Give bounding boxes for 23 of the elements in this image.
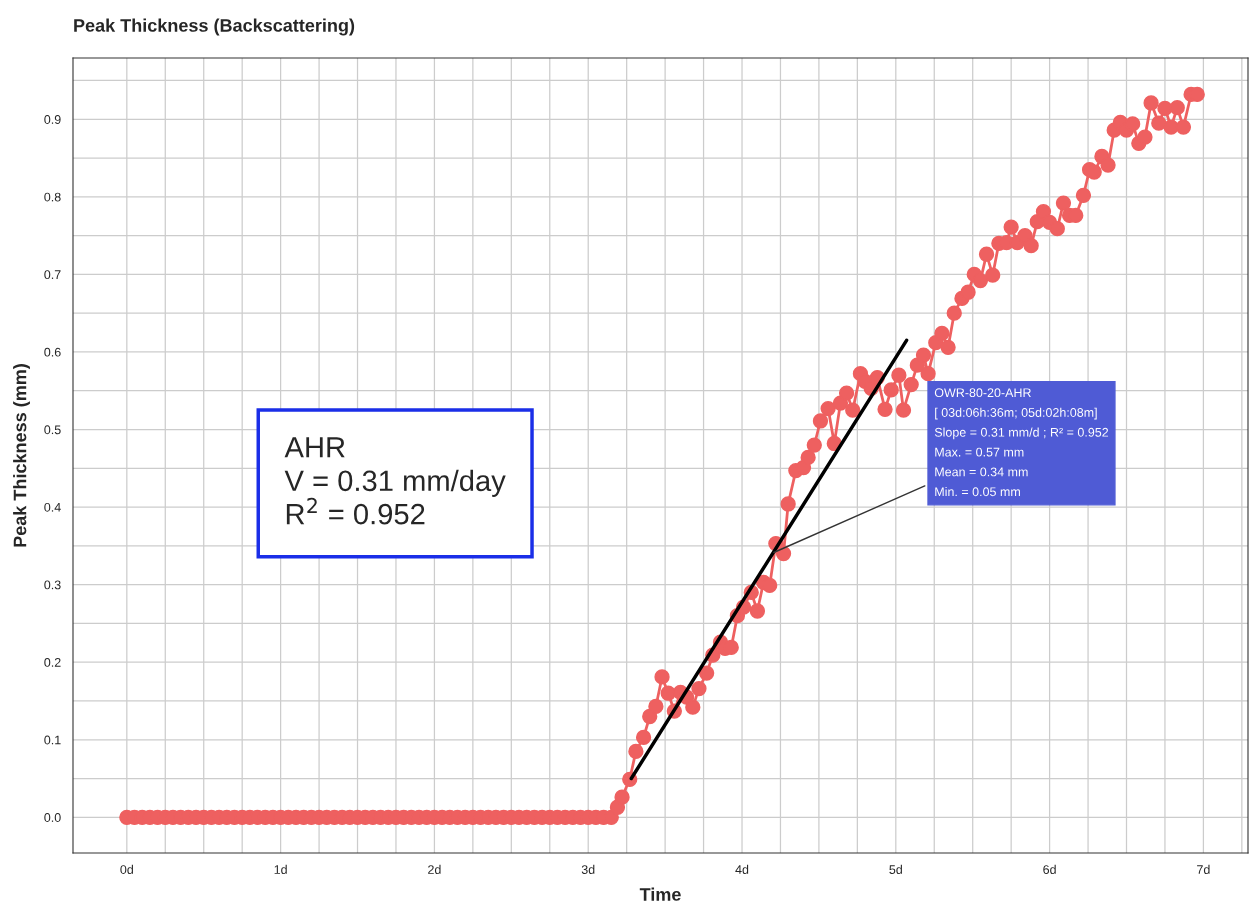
y-tick-label: 0.6 xyxy=(44,347,61,357)
x-tick-label: 7d xyxy=(1197,864,1210,874)
annotation: AHR V = 0.31 mm/day R$^{2}$ = 0.952 xyxy=(284,437,506,525)
annotation: OWR-80-20-AHR [ 03d:06h:36m; 05d:02h:08m] Slope = 0.31 mm/d ; R² = 0.952 Max. = 0.57 mm Mean = 0.34 mm Min. = 0.05 mm xyxy=(934,388,1109,497)
x-tick-label: 2d xyxy=(428,864,441,874)
x-tick-label: 5d xyxy=(889,864,902,874)
x-tick-label: 6d xyxy=(1043,864,1056,874)
y-tick-label: 0.8 xyxy=(44,192,61,202)
y-tick-label: 0.4 xyxy=(44,502,61,512)
y-tick-label: 0.7 xyxy=(44,270,61,280)
y-tick-label: 0.0 xyxy=(44,813,61,822)
y-tick-label: 0.1 xyxy=(44,735,61,745)
x-tick-label: 0d xyxy=(120,864,133,874)
x-tick-label: 1d xyxy=(274,864,287,874)
chart-title: Peak Thickness (Backscattering) xyxy=(74,18,355,36)
y-tick-label: 0.9 xyxy=(44,115,61,124)
x-axis-title: Time xyxy=(639,887,681,901)
y-tick-label: 0.5 xyxy=(44,425,61,435)
x-tick-label: 4d xyxy=(735,864,749,874)
y-axis-title: Peak Thickness (mm) xyxy=(13,364,30,547)
x-tick-label: 3d xyxy=(581,864,595,874)
y-tick-label: 0.2 xyxy=(44,658,61,667)
y-tick-label: 0.3 xyxy=(44,580,61,590)
